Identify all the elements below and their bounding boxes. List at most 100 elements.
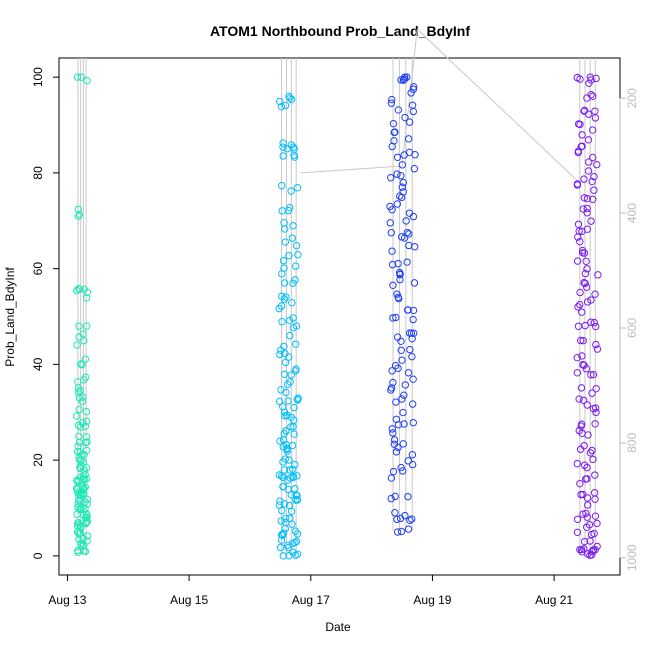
data-point (394, 364, 402, 373)
data-point (409, 212, 418, 221)
data-point (579, 336, 587, 345)
data-point (573, 459, 581, 468)
data-point (573, 515, 582, 523)
data-point (408, 460, 417, 469)
depth-profile-line (401, 29, 418, 167)
data-point (588, 126, 597, 134)
data-point (391, 492, 399, 501)
data-point (76, 423, 85, 431)
data-point (72, 412, 81, 420)
data-point (81, 514, 90, 522)
data-point (73, 286, 81, 295)
data-point (76, 523, 84, 531)
data-point (292, 262, 300, 270)
data-point (410, 279, 419, 287)
data-point (594, 271, 602, 279)
data-point (574, 303, 582, 311)
x-tick-label: Aug 13 (48, 593, 86, 607)
data-point (275, 501, 284, 509)
data-point (404, 369, 413, 377)
data-point (76, 360, 85, 368)
data-point (292, 491, 300, 499)
data-point (393, 515, 401, 524)
data-point (83, 322, 91, 330)
data-point (76, 504, 85, 513)
data-point (74, 388, 83, 397)
data-point (280, 279, 289, 287)
data-point (580, 107, 588, 115)
data-point (573, 257, 582, 265)
data-point (285, 456, 293, 464)
data-point (409, 375, 417, 383)
data-point (281, 358, 290, 367)
data-point (576, 300, 584, 309)
data-point (289, 548, 297, 556)
data-point (281, 514, 290, 522)
data-point (286, 514, 294, 523)
data-point (573, 369, 582, 377)
data-point (288, 465, 297, 473)
data-point (289, 143, 298, 151)
data-point (403, 228, 412, 237)
data-point (586, 537, 594, 545)
data-point (408, 352, 416, 361)
data-point (580, 545, 588, 553)
data-point (399, 408, 407, 417)
data-point (410, 83, 418, 91)
data-point (284, 543, 293, 552)
data-point (405, 209, 414, 217)
data-point (410, 243, 419, 251)
data-point (277, 346, 285, 354)
data-point (400, 420, 408, 428)
data-point (276, 497, 284, 505)
data-point (579, 205, 587, 213)
x-tick-label: Aug 19 (413, 593, 451, 607)
data-point (288, 234, 297, 242)
y-axis-label: Prob_Land_BdyInf (3, 267, 17, 367)
data-point (80, 336, 88, 345)
data-point (282, 388, 290, 397)
data-point (283, 444, 291, 453)
data-point (393, 170, 401, 178)
data-point (400, 75, 409, 83)
data-point (387, 229, 395, 237)
data-point (278, 181, 286, 190)
data-point (291, 276, 299, 284)
data-point (82, 294, 91, 302)
y2-tick-label: 400 (625, 203, 639, 223)
data-point (410, 165, 419, 173)
data-point (74, 442, 82, 450)
data-point (73, 341, 81, 349)
data-point (577, 336, 585, 345)
data-point (293, 496, 302, 504)
y2-tick-label: 1000 (625, 544, 639, 571)
data-point (396, 514, 405, 523)
data-point (387, 474, 396, 482)
data-point (589, 455, 597, 464)
data-point (276, 437, 284, 445)
data-point (286, 474, 294, 482)
data-point (290, 430, 298, 438)
data-point (291, 367, 300, 375)
data-point (588, 547, 596, 556)
data-point (400, 391, 408, 399)
data-point (588, 153, 597, 162)
y2-tick-label: 200 (625, 88, 639, 108)
data-point (278, 472, 286, 480)
data-point (388, 260, 397, 269)
data-point (280, 219, 288, 227)
data-point (583, 401, 591, 409)
chart-title: ATOM1 Northbound Prob_Land_BdyInf (210, 23, 470, 39)
data-point (578, 249, 587, 257)
data-point (77, 461, 85, 469)
data-point (583, 463, 591, 472)
data-point (590, 186, 598, 194)
data-point (405, 148, 414, 157)
data-point (591, 471, 599, 479)
data-point (398, 233, 406, 241)
data-point (405, 118, 414, 126)
data-point (401, 381, 410, 389)
data-point (386, 202, 394, 211)
data-point (389, 429, 397, 437)
data-point (282, 293, 290, 301)
